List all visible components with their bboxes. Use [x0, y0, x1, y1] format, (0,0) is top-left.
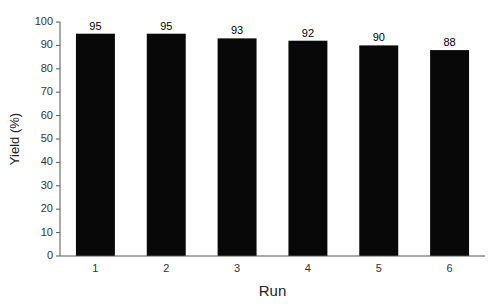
data-labels: 95 95 93 92 90 88	[89, 20, 455, 48]
y-tick	[56, 22, 60, 23]
y-tick	[56, 45, 60, 46]
y-tick-label: 30	[41, 179, 53, 191]
x-tick-label: 3	[234, 262, 240, 274]
data-label: 92	[302, 27, 314, 39]
chart-container: 0 10 20 30 40 50 60 70 80 90 100 95 95 93 92 90 88 1 2 3 4 5 6…	[0, 0, 500, 306]
data-label: 88	[443, 36, 455, 48]
y-tick	[56, 68, 60, 69]
bar	[218, 38, 257, 256]
y-tick-label: 40	[41, 155, 53, 167]
y-tick	[56, 209, 60, 210]
y-axis: 0 10 20 30 40 50 60 70 80 90 100	[35, 15, 60, 261]
bar	[430, 50, 469, 256]
y-tick	[56, 115, 60, 116]
y-tick	[56, 256, 60, 257]
x-axis: 1 2 3 4 5 6	[60, 256, 485, 274]
y-tick-label: 60	[41, 109, 53, 121]
y-tick-label: 70	[41, 85, 53, 97]
y-tick	[56, 92, 60, 93]
x-tick-label: 4	[305, 262, 311, 274]
x-axis-line	[60, 256, 485, 257]
data-label: 93	[231, 24, 243, 36]
y-tick-label: 90	[41, 38, 53, 50]
x-tick-label: 2	[163, 262, 169, 274]
x-tick-label: 6	[447, 262, 453, 274]
x-axis-label: Run	[259, 282, 287, 299]
y-tick	[56, 232, 60, 233]
y-tick-label: 80	[41, 62, 53, 74]
y-tick-label: 100	[35, 15, 53, 27]
y-tick	[56, 185, 60, 186]
x-tick-label: 1	[92, 262, 98, 274]
y-tick	[56, 162, 60, 163]
bar	[288, 41, 327, 256]
y-tick-label: 20	[41, 202, 53, 214]
bar	[76, 34, 115, 256]
bar	[359, 45, 398, 256]
y-axis-line	[60, 22, 61, 256]
y-tick-label: 10	[41, 226, 53, 238]
x-tick-label: 5	[376, 262, 382, 274]
y-tick	[56, 139, 60, 140]
y-tick-label: 50	[41, 132, 53, 144]
data-label: 95	[89, 20, 101, 32]
chart: 0 10 20 30 40 50 60 70 80 90 100 95 95 93 92 90 88 1 2 3 4 5 6…	[0, 0, 500, 306]
bars	[76, 34, 469, 256]
data-label: 90	[373, 31, 385, 43]
bar	[147, 34, 186, 256]
y-tick-label: 0	[47, 249, 53, 261]
data-label: 95	[160, 20, 172, 32]
y-axis-label: Yield (%)	[7, 113, 22, 165]
